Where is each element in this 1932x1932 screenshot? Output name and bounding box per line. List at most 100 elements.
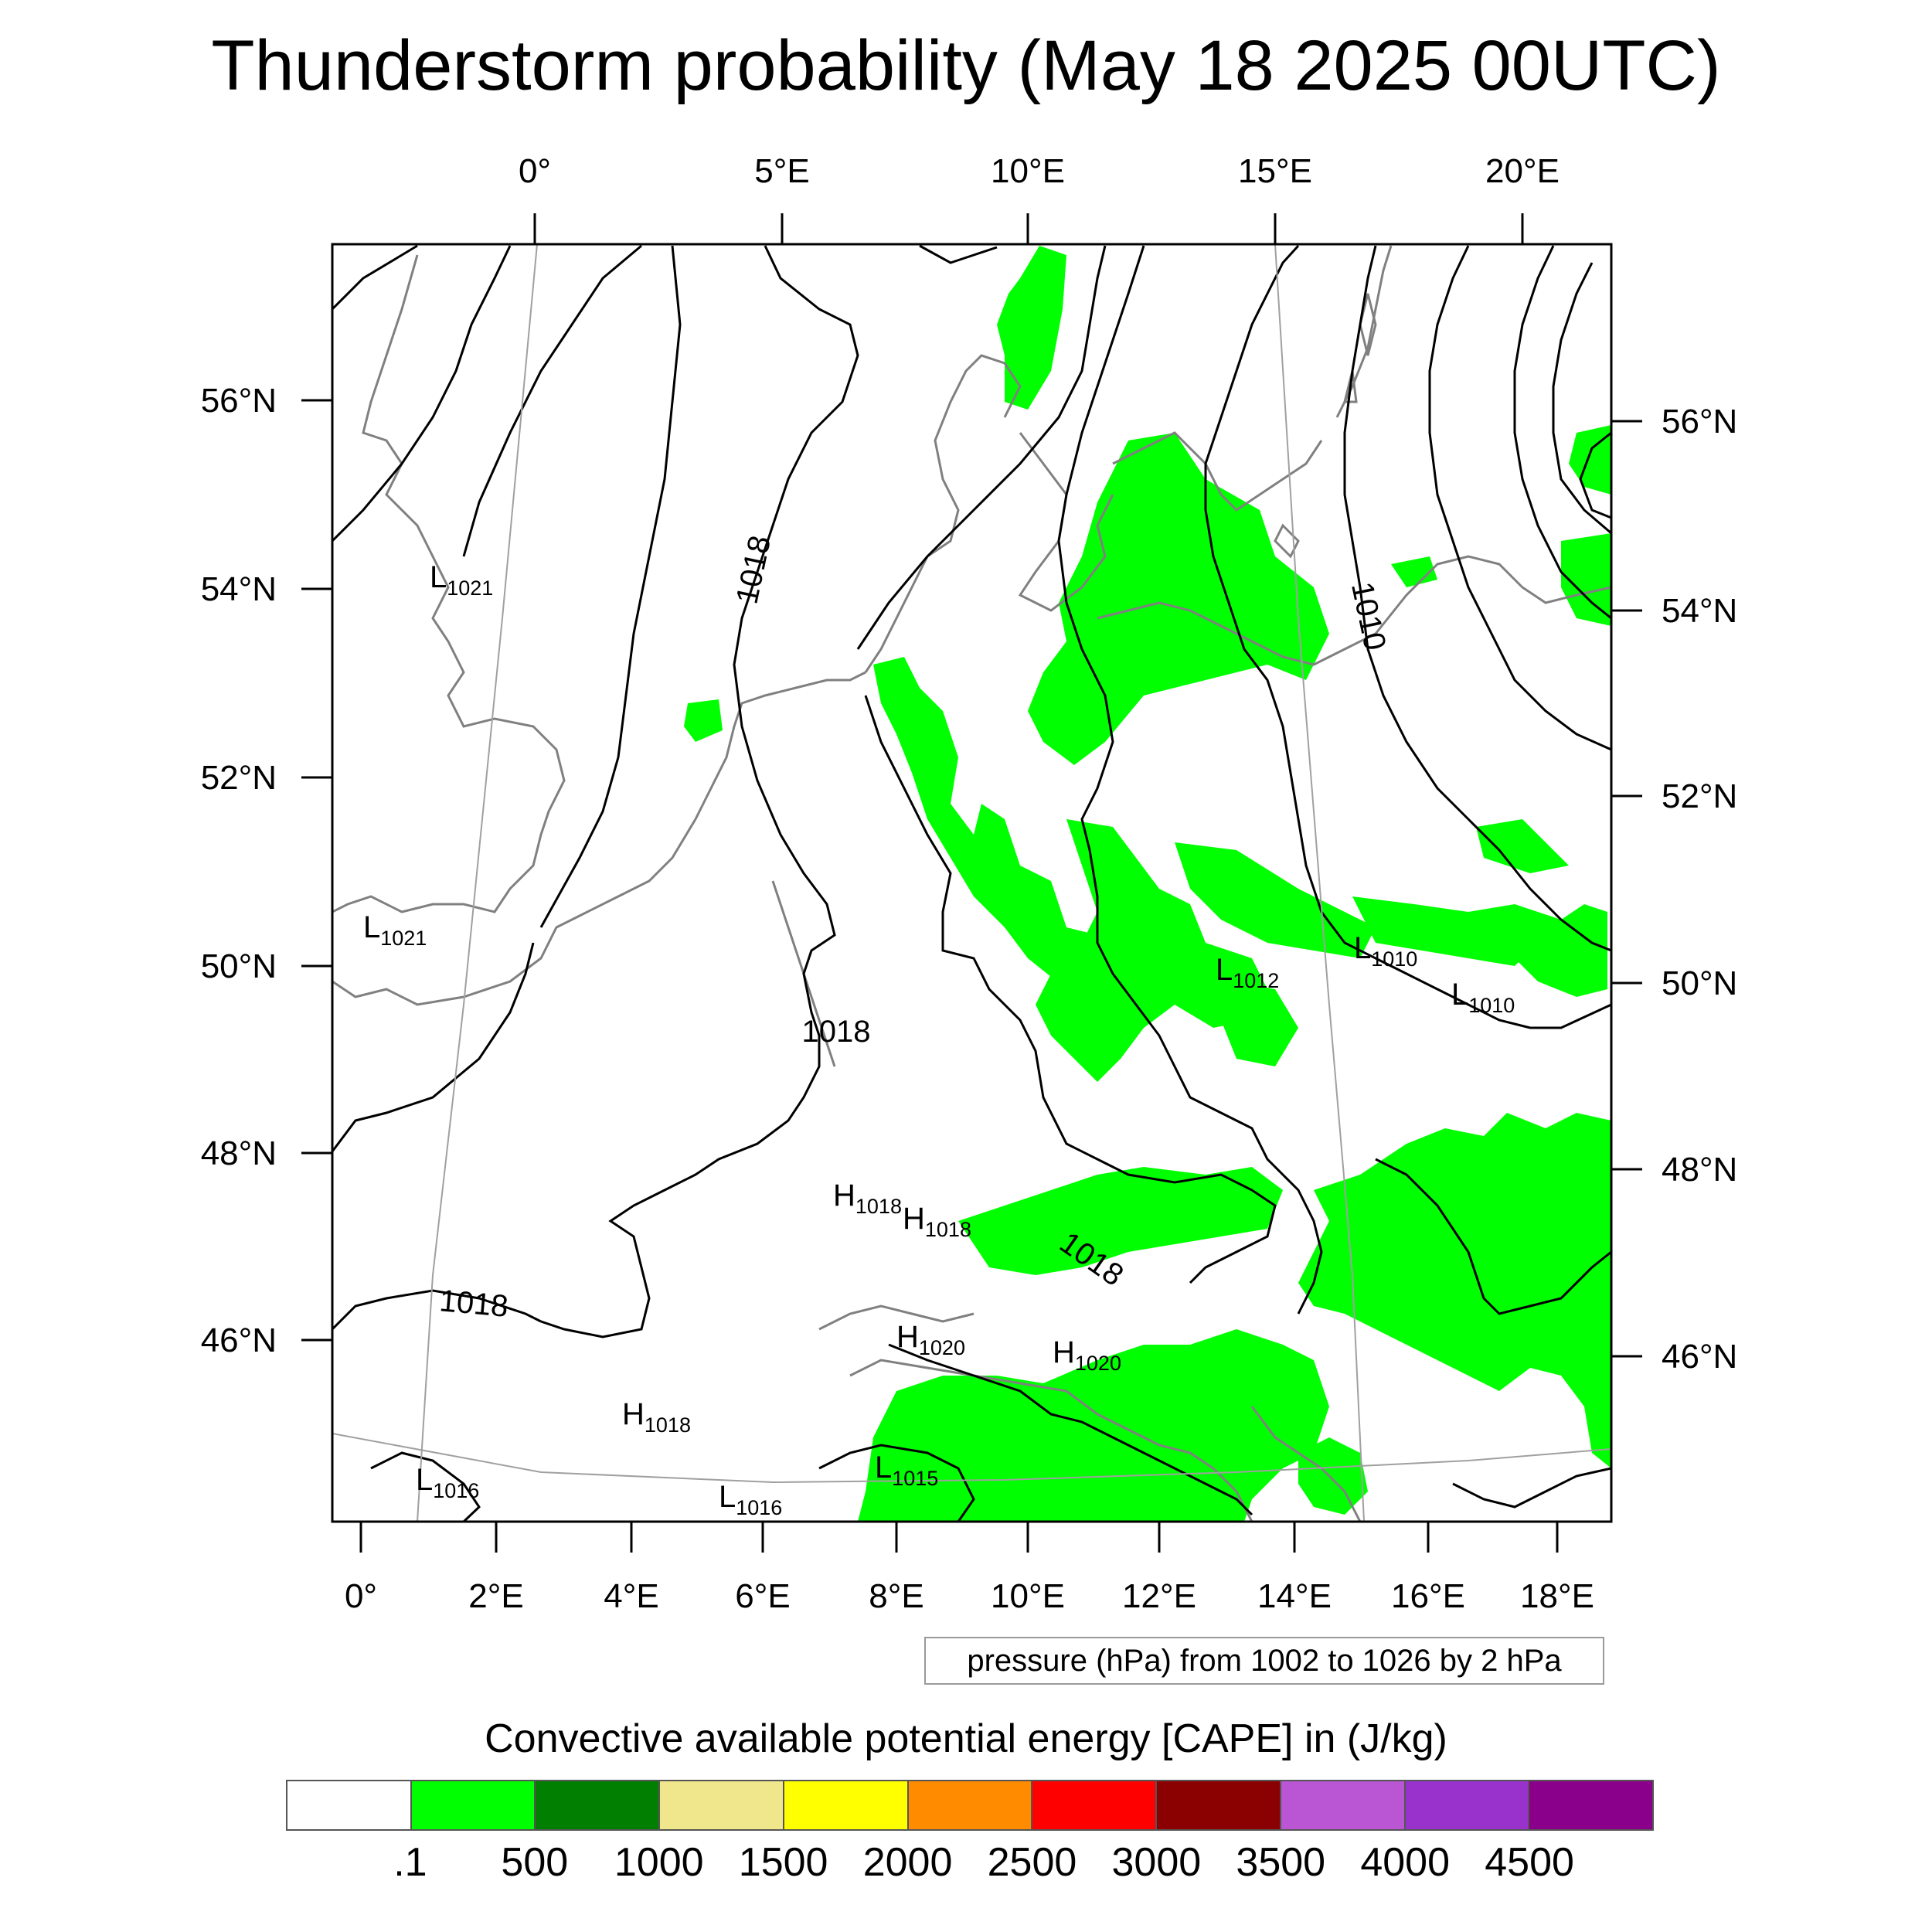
bottom-lon-label: 2°E	[468, 1577, 523, 1615]
coastlines	[332, 245, 1611, 1522]
colorbar-tick-label: 3500	[1236, 1840, 1326, 1885]
isobar-value-label: 1018	[730, 532, 778, 607]
right-axis-labels: 56°N 54°N 52°N 50°N 48°N 46°N	[1662, 403, 1737, 1376]
cape-areas	[684, 246, 1611, 1522]
isobar-south-small-1	[370, 1451, 481, 1522]
bottom-axis-labels: 0° 2°E 4°E 6°E 8°E 10°E 12°E 14°E 16°E 1…	[345, 1577, 1594, 1615]
top-axis-labels: 0° 5°E 10°E 15°E 20°E	[519, 152, 1560, 190]
plot-frame	[331, 243, 1613, 1523]
isobar-1006	[1513, 245, 1611, 620]
left-axis-labels: 56°N 54°N 52°N 50°N 48°N 46°N	[201, 382, 277, 1359]
left-lat-label: 48°N	[201, 1134, 277, 1172]
isobar-west-2	[462, 244, 642, 557]
pressure-center-label: H1020	[896, 1320, 965, 1359]
colorbar-swatch	[1405, 1781, 1530, 1829]
pressure-center-label: L1012	[1216, 953, 1279, 992]
cape-area-kaliningrad	[1391, 556, 1437, 587]
cape-area-poland	[1352, 896, 1530, 966]
colorbar-swatch	[660, 1781, 784, 1829]
colorbar-swatch	[411, 1781, 536, 1829]
coast-sweden-south	[1112, 431, 1323, 512]
bottom-lon-label: 6°E	[735, 1577, 790, 1615]
colorbar-swatch	[1529, 1781, 1653, 1829]
cape-area-adriatic	[1298, 1437, 1368, 1515]
right-lat-label: 52°N	[1662, 777, 1737, 815]
right-lat-label: 50°N	[1662, 964, 1737, 1002]
colorbar-tick-label: .1	[393, 1840, 427, 1885]
colorbar-swatch	[1032, 1781, 1158, 1829]
coast-sweden-east	[1335, 245, 1393, 418]
cape-area-north-poland	[1476, 819, 1569, 873]
bottom-lon-label: 18°E	[1520, 1577, 1594, 1615]
isobar-east-hungary	[1375, 1158, 1611, 1315]
bottom-lon-label: 14°E	[1257, 1577, 1332, 1615]
cape-area-baltic	[1028, 433, 1329, 765]
meridian-15e	[1274, 244, 1365, 1522]
right-lat-label: 54°N	[1662, 592, 1737, 630]
colorbar-tick-label: 3000	[1111, 1840, 1202, 1885]
colorbar-tick-labels: .1 500 1000 1500 2000 2500 3000 3500 4000 4500	[286, 1839, 1654, 1893]
pressure-center-label: L1010	[1451, 978, 1515, 1017]
isobar-1021-west	[332, 244, 418, 311]
top-lon-label: 10°E	[991, 152, 1065, 190]
left-lat-label: 50°N	[201, 947, 277, 985]
top-lon-label: 20°E	[1485, 152, 1560, 190]
bottom-axis	[359, 1522, 1559, 1553]
isobar-1012	[1204, 244, 1611, 1029]
pressure-center-label: L1016	[416, 1463, 479, 1502]
isobar-1018-east	[856, 245, 1107, 650]
left-lat-label: 52°N	[201, 759, 277, 797]
isobar-value-label: 1018	[802, 1015, 871, 1049]
colorbar-tick-label: 4500	[1485, 1840, 1574, 1885]
isobar-alps	[888, 1343, 1253, 1516]
right-lat-label: 56°N	[1662, 403, 1737, 440]
coast-danish-islands	[1018, 432, 1114, 612]
pressure-center-label: L1021	[430, 560, 493, 600]
colorbar-tick-label: 1500	[738, 1840, 828, 1885]
isobar-west-1	[332, 245, 512, 543]
left-axis	[301, 399, 332, 1342]
coast-denmark-west	[864, 354, 1022, 673]
pressure-center-label: H1020	[1053, 1335, 1121, 1375]
isobar-west-4	[539, 245, 682, 928]
isobar-value-label: 1018	[438, 1284, 509, 1324]
coast-scotland	[332, 254, 566, 913]
left-lat-label: 54°N	[201, 570, 277, 608]
bottom-lon-label: 12°E	[1122, 1577, 1196, 1615]
colorbar-swatch	[1281, 1781, 1406, 1829]
meridian-0	[417, 244, 538, 1522]
bottom-lon-label: 10°E	[991, 1577, 1065, 1615]
pressure-info-box: pressure (hPa) from 1002 to 1026 by 2 hP…	[924, 1637, 1604, 1685]
colorbar-swatch	[536, 1781, 661, 1829]
colorbar-title: Convective available potential energy [C…	[485, 1716, 1447, 1761]
right-lat-label: 46°N	[1662, 1338, 1737, 1376]
cape-area-north-germany	[873, 657, 1113, 1005]
coast-gotland	[1359, 293, 1377, 356]
cape-area-bavaria-patch	[1221, 981, 1298, 1066]
cape-area-belgium-patch	[684, 699, 723, 742]
isobar-1018-main	[540, 245, 859, 1338]
coast-netherlands	[694, 671, 866, 820]
coast-oland	[1343, 370, 1358, 403]
top-axis	[533, 213, 1524, 244]
colorbar-tick-label: 500	[501, 1840, 569, 1885]
graticule	[332, 244, 1611, 1522]
colorbar-swatch	[908, 1781, 1033, 1829]
pressure-center-label: H1018	[833, 1179, 902, 1218]
left-lat-label: 46°N	[201, 1321, 277, 1359]
bottom-lon-label: 0°	[345, 1577, 377, 1615]
top-lon-label: 15°E	[1238, 152, 1312, 190]
right-axis	[1611, 420, 1642, 1358]
colorbar-tick-label: 1000	[614, 1840, 704, 1885]
colorbar-tick-label: 2500	[987, 1840, 1077, 1885]
pressure-center-label: L1016	[719, 1480, 782, 1519]
cape-area-lithuania	[1569, 425, 1611, 495]
isobar-east-1	[919, 244, 998, 264]
cape-area-denmark	[997, 246, 1066, 410]
coast-france-north	[332, 818, 697, 1006]
isobar-1018-south	[332, 1289, 542, 1331]
cape-area-czech	[1175, 842, 1376, 958]
isobar-south-east	[1452, 1467, 1611, 1509]
right-lat-label: 48°N	[1662, 1151, 1737, 1189]
